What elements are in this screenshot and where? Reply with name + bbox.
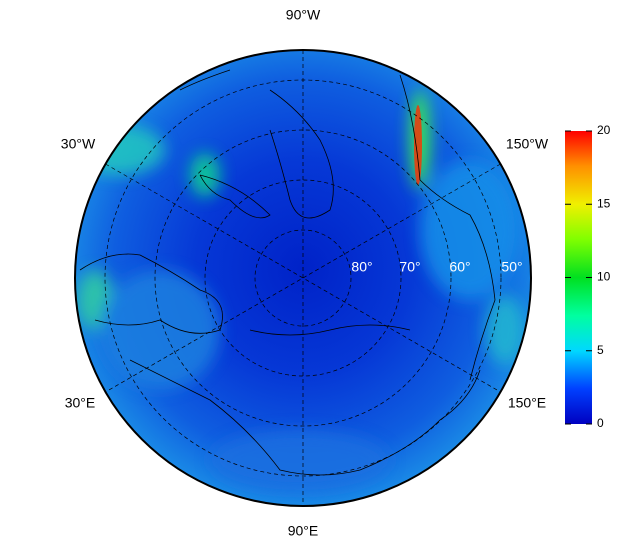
colorbar-tick-label: 0 (597, 416, 604, 430)
latitude-label: 70° (399, 259, 420, 275)
longitude-label: 30°E (65, 395, 96, 411)
longitude-label: 30°W (61, 136, 96, 152)
latitude-label: 60° (449, 259, 470, 275)
coastlines (79, 69, 496, 476)
latitude-label: 80° (351, 259, 372, 275)
latitude-label: 50° (501, 259, 522, 275)
graticule (104, 50, 502, 506)
longitude-label: 90°W (286, 7, 321, 23)
map-border (74, 49, 532, 507)
colorbar-tick-label: 10 (597, 270, 611, 284)
longitude-label: 150°W (506, 136, 549, 152)
colorbar-tick-label: 20 (597, 123, 611, 137)
longitude-label: 90°E (288, 523, 319, 539)
colorbar-tick-label: 15 (597, 196, 611, 210)
colorbar-tick-label: 5 (597, 343, 604, 357)
longitude-label: 150°E (508, 395, 546, 411)
